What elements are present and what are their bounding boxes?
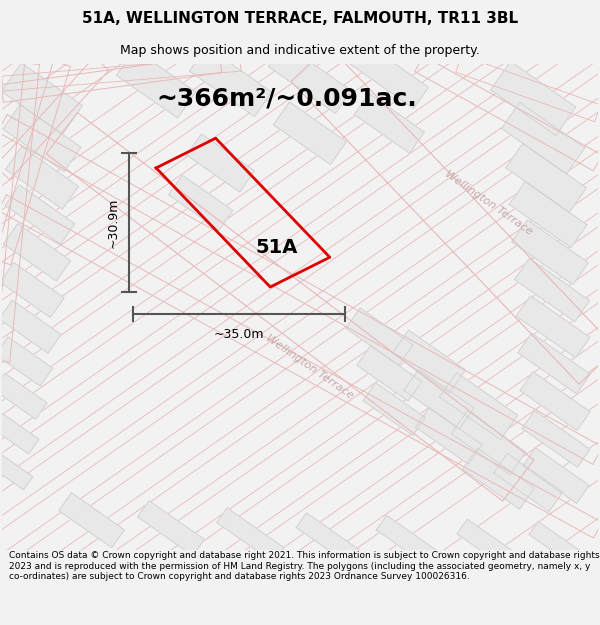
Polygon shape: [350, 43, 428, 108]
Polygon shape: [116, 49, 196, 118]
Polygon shape: [217, 508, 284, 562]
Polygon shape: [0, 412, 39, 454]
Polygon shape: [506, 144, 586, 212]
Polygon shape: [2, 63, 82, 134]
Text: Wellington Terrace: Wellington Terrace: [443, 169, 534, 237]
Polygon shape: [59, 492, 124, 548]
Polygon shape: [494, 453, 563, 512]
Polygon shape: [522, 411, 590, 467]
Polygon shape: [463, 448, 535, 509]
Polygon shape: [0, 373, 47, 419]
Text: Contains OS data © Crown copyright and database right 2021. This information is : Contains OS data © Crown copyright and d…: [9, 551, 599, 581]
Polygon shape: [512, 220, 588, 284]
Polygon shape: [523, 448, 589, 503]
Polygon shape: [392, 330, 466, 392]
Polygon shape: [518, 333, 590, 394]
Text: ~30.9m: ~30.9m: [106, 198, 119, 248]
Polygon shape: [274, 102, 346, 164]
Polygon shape: [187, 134, 254, 192]
Polygon shape: [269, 44, 351, 113]
Polygon shape: [516, 296, 590, 358]
Polygon shape: [137, 501, 205, 556]
Polygon shape: [502, 102, 585, 174]
Polygon shape: [190, 47, 272, 117]
Polygon shape: [354, 93, 424, 153]
Text: ~35.0m: ~35.0m: [214, 328, 264, 341]
Polygon shape: [357, 346, 422, 401]
Polygon shape: [376, 516, 442, 569]
Polygon shape: [451, 411, 526, 475]
Polygon shape: [5, 185, 75, 244]
Polygon shape: [529, 521, 587, 569]
Polygon shape: [515, 258, 590, 322]
Polygon shape: [0, 337, 53, 386]
Polygon shape: [296, 513, 364, 568]
Polygon shape: [457, 519, 520, 571]
Text: ~366m²/~0.091ac.: ~366m²/~0.091ac.: [156, 86, 417, 111]
Polygon shape: [0, 262, 64, 318]
Polygon shape: [520, 372, 590, 431]
Polygon shape: [416, 408, 482, 464]
Polygon shape: [5, 147, 79, 209]
Polygon shape: [169, 175, 233, 230]
Text: 51A: 51A: [256, 238, 298, 257]
Polygon shape: [346, 308, 413, 365]
Polygon shape: [509, 182, 587, 248]
Text: Map shows position and indicative extent of the property.: Map shows position and indicative extent…: [120, 44, 480, 58]
Polygon shape: [4, 224, 71, 281]
Text: Wellington Terrace: Wellington Terrace: [265, 332, 356, 401]
Polygon shape: [3, 104, 81, 172]
Polygon shape: [440, 372, 518, 439]
Polygon shape: [0, 452, 32, 489]
Polygon shape: [363, 382, 425, 436]
Polygon shape: [404, 369, 474, 429]
Text: 51A, WELLINGTON TERRACE, FALMOUTH, TR11 3BL: 51A, WELLINGTON TERRACE, FALMOUTH, TR11 …: [82, 11, 518, 26]
Polygon shape: [0, 300, 61, 353]
Polygon shape: [491, 61, 575, 136]
